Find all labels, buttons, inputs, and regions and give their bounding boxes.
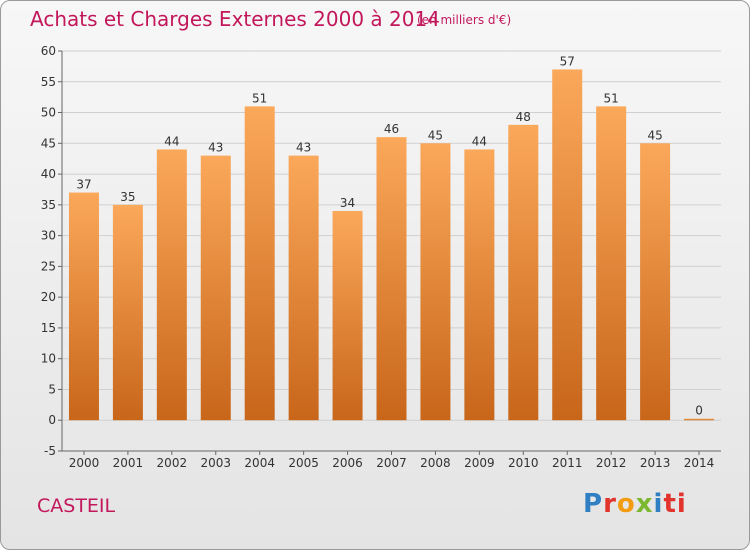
bar-2010: [508, 124, 539, 421]
bar-2013: [640, 143, 671, 421]
commune-name: CASTEIL: [37, 495, 116, 517]
bar-2000: [68, 192, 99, 421]
bar-2002: [156, 149, 187, 421]
y-tick-label: 45: [41, 136, 56, 150]
data-label-2005: 43: [296, 141, 311, 155]
y-tick-label: -5: [44, 444, 56, 458]
y-tick-label: 15: [41, 321, 56, 335]
y-tick-label: 25: [41, 259, 56, 273]
x-tick-labels: 2000 2001 2002 2003 2004 2005 2006 2007 2008 2009…: [69, 451, 715, 470]
x-tick-label-2014: 2014: [684, 456, 715, 470]
data-label-2007: 46: [384, 122, 399, 136]
bar-2007: [376, 137, 407, 421]
x-tick-label-2000: 2000: [69, 456, 100, 470]
data-label-2006: 34: [340, 196, 355, 210]
y-tick-label: 60: [41, 44, 56, 58]
y-tick-label: 20: [41, 290, 56, 304]
x-tick-label-2009: 2009: [464, 456, 495, 470]
data-label-2001: 35: [120, 190, 135, 204]
data-label-2012: 51: [604, 91, 619, 105]
data-label-2008: 45: [428, 128, 443, 142]
y-tick-label: 40: [41, 167, 56, 181]
data-label-2009: 44: [472, 134, 487, 148]
x-tick-label-2002: 2002: [157, 456, 188, 470]
data-label-2014: 0: [695, 404, 703, 418]
bar-2008: [420, 143, 451, 421]
bar-2012: [596, 106, 627, 421]
data-label-2003: 43: [208, 141, 223, 155]
x-tick-label-2008: 2008: [420, 456, 451, 470]
data-label-2000: 37: [76, 178, 91, 192]
proxiti-logo: Proxiti: [583, 489, 687, 519]
x-tick-label-2013: 2013: [640, 456, 671, 470]
x-tick-label-2012: 2012: [596, 456, 627, 470]
data-labels: 37 35 44 43 51 43 34 46 45 44 48 57 51 45 0: [76, 54, 703, 417]
x-tick-label-2006: 2006: [332, 456, 363, 470]
data-label-2013: 45: [647, 128, 662, 142]
x-tick-label-2011: 2011: [552, 456, 583, 470]
bar-2004: [244, 106, 275, 421]
bar-2009: [464, 149, 495, 421]
y-tick-label: 10: [41, 352, 56, 366]
bar-2001: [112, 204, 143, 421]
bar-2011: [552, 69, 583, 421]
y-tick-label: 50: [41, 106, 56, 120]
bars: [68, 69, 715, 421]
data-label-2004: 51: [252, 91, 267, 105]
bar-2014: [684, 418, 715, 421]
bar-2006: [332, 211, 363, 421]
y-tick-labels: -5 0 5 10 15 20 25 30 35 40 45 50 55 60: [41, 44, 56, 458]
chart-title: Achats et Charges Externes 2000 à 2014: [30, 7, 440, 31]
x-tick-label-2001: 2001: [113, 456, 144, 470]
y-tick-label: 5: [48, 382, 56, 396]
bar-2005: [288, 155, 319, 421]
data-label-2002: 44: [164, 134, 179, 148]
data-label-2010: 48: [516, 110, 531, 124]
x-tick-label-2007: 2007: [376, 456, 407, 470]
x-tick-label-2003: 2003: [200, 456, 231, 470]
chart-subtitle: (en milliers d'€): [417, 13, 512, 27]
bar-2003: [200, 155, 231, 421]
y-tick-label: 30: [41, 229, 56, 243]
y-tick-label: 55: [41, 75, 56, 89]
x-tick-label-2004: 2004: [244, 456, 275, 470]
y-tick-label: 0: [48, 413, 56, 427]
y-tick-label: 35: [41, 198, 56, 212]
x-tick-label-2005: 2005: [288, 456, 319, 470]
data-label-2011: 57: [560, 54, 575, 68]
x-tick-label-2010: 2010: [508, 456, 539, 470]
